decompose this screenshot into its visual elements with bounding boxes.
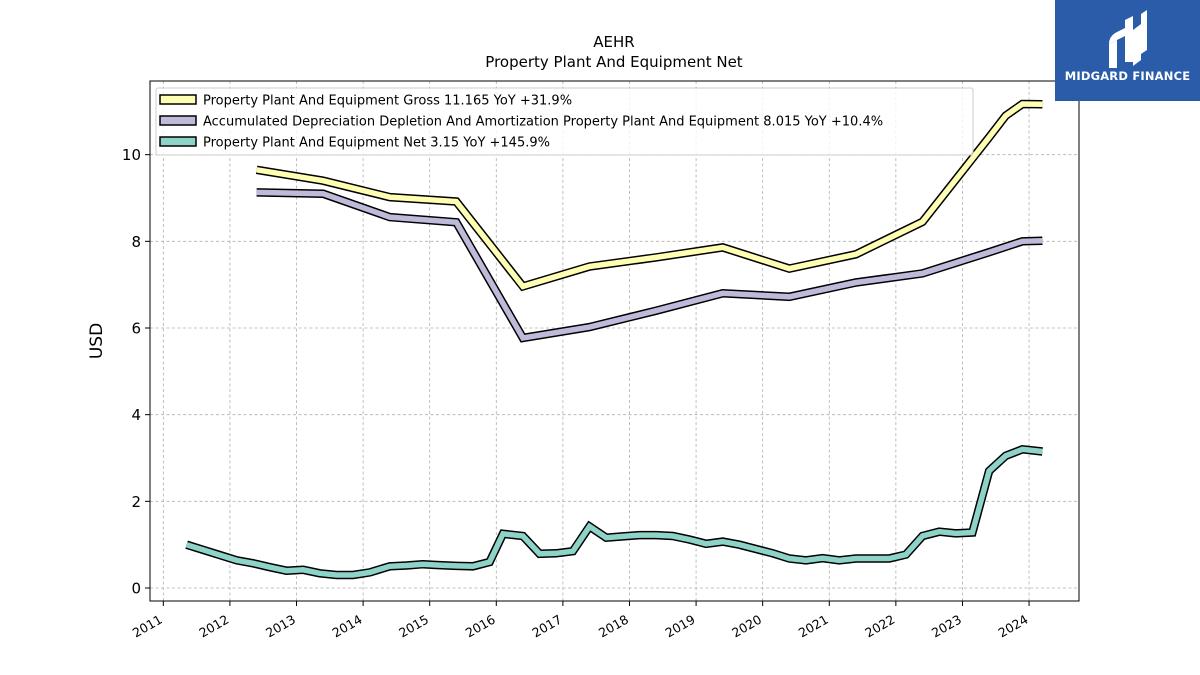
legend-swatch bbox=[159, 136, 197, 147]
series-lines bbox=[185, 99, 1043, 580]
legend-label: Property Plant And Equipment Net 3.15 Yo… bbox=[203, 136, 550, 151]
x-tick-label: 2019 bbox=[663, 612, 698, 641]
x-tick-label: 2016 bbox=[463, 612, 498, 641]
y-tick-label: 10 bbox=[122, 146, 141, 164]
midgard-logo-icon bbox=[1109, 10, 1147, 68]
x-tick-label: 2018 bbox=[596, 612, 631, 641]
x-tick-label: 2013 bbox=[263, 612, 298, 641]
x-tick-label: 2024 bbox=[996, 612, 1031, 641]
y-tick-label: 4 bbox=[131, 406, 141, 424]
legend-label: Accumulated Depreciation Depletion And A… bbox=[203, 115, 883, 130]
grid-lines bbox=[150, 81, 1079, 601]
y-tick-label: 0 bbox=[131, 580, 141, 598]
x-tick-label: 2021 bbox=[796, 612, 831, 641]
series-stroke bbox=[256, 101, 1043, 290]
chart-title: AEHR bbox=[593, 33, 634, 51]
series-stroke bbox=[185, 446, 1043, 578]
x-tick-label: 2017 bbox=[529, 612, 564, 641]
y-tick-label: 2 bbox=[131, 493, 141, 511]
x-tick-label: 2014 bbox=[330, 612, 365, 641]
plot-frame bbox=[149, 80, 1080, 602]
series-line-2 bbox=[256, 188, 1043, 343]
series-line-3 bbox=[185, 444, 1043, 580]
series-outline bbox=[185, 444, 1043, 580]
legend-box bbox=[155, 87, 974, 156]
legend-label: Property Plant And Equipment Gross 11.16… bbox=[203, 94, 572, 109]
legend-swatch bbox=[159, 94, 197, 105]
brand-logo: MIDGARD FINANCE bbox=[1055, 0, 1200, 101]
x-tick-label: 2015 bbox=[396, 612, 431, 641]
legend-swatch bbox=[159, 115, 197, 126]
x-tick-label: 2011 bbox=[130, 612, 165, 641]
chart-subtitle: Property Plant And Equipment Net bbox=[485, 53, 742, 71]
x-tick-label: 2023 bbox=[929, 612, 964, 641]
y-tick-label: 8 bbox=[131, 233, 141, 251]
series-stroke bbox=[256, 189, 1043, 342]
logo-text: MIDGARD FINANCE bbox=[1064, 69, 1191, 83]
x-tick-label: 2012 bbox=[196, 612, 231, 641]
y-tick-label: 6 bbox=[131, 320, 141, 338]
series-line-1 bbox=[255, 99, 1043, 292]
y-axis-label: USD bbox=[87, 323, 107, 359]
x-tick-label: 2022 bbox=[862, 612, 897, 641]
x-tick-label: 2020 bbox=[729, 612, 764, 641]
legend: Property Plant And Equipment Gross 11.16… bbox=[155, 87, 974, 156]
